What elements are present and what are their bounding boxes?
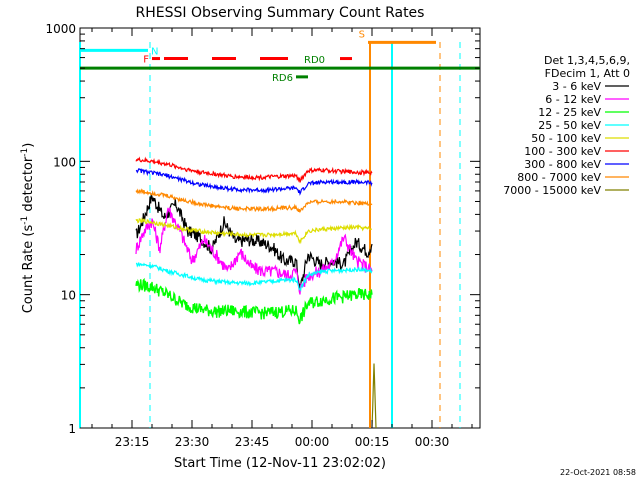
series-lines	[135, 156, 377, 429]
legend-header-1: FDecim 1, Att 0	[545, 67, 630, 80]
footer-date: 22-Oct-2021 08:58	[560, 468, 636, 477]
series-line-3	[135, 262, 373, 292]
y-axis-label-sup1: -1	[20, 216, 30, 225]
series-line-8	[371, 363, 377, 429]
x-axis-label: Start Time (12-Nov-11 23:02:02)	[174, 456, 386, 471]
flag-label-rd0: RD0	[304, 55, 325, 66]
legend-label-7: 800 - 7000 keV	[517, 171, 601, 184]
y-tick-label-0: 1	[68, 422, 76, 436]
legend-label-4: 50 - 100 keV	[531, 132, 601, 145]
flag-label-n: N	[151, 46, 158, 57]
y-axis-ticks: 1 10 100 1000	[45, 22, 480, 436]
vertical-markers	[79, 42, 461, 428]
flag-bars: N S F RD0 RD6	[80, 29, 480, 84]
legend-label-3: 25 - 50 keV	[538, 119, 601, 132]
y-tick-label-3: 1000	[45, 22, 76, 36]
y-axis-label-part3: )	[21, 143, 36, 148]
x-tick-label-4: 00:15	[355, 435, 390, 449]
series-line-4	[135, 216, 372, 245]
x-tick-label-5: 00:30	[415, 435, 450, 449]
series-line-5	[135, 156, 373, 183]
legend-label-8: 7000 - 15000 keV	[503, 184, 601, 197]
legend-label-6: 300 - 800 keV	[524, 158, 601, 171]
y-axis-label: Count Rate (s-1 detector-1)	[20, 143, 36, 314]
y-axis-label-part1: Count Rate (s	[21, 225, 36, 314]
x-axis-ticks: 23:15 23:30 23:45 00:00 00:15 00:30	[91, 28, 473, 449]
series-line-1	[135, 207, 373, 295]
x-tick-label-3: 00:00	[295, 435, 330, 449]
legend-label-2: 12 - 25 keV	[538, 106, 601, 119]
y-tick-label-1: 10	[61, 289, 76, 303]
y-axis-label-part2: detector	[21, 156, 36, 216]
flag-label-f: F	[143, 55, 149, 66]
y-tick-label-2: 100	[53, 155, 76, 169]
legend-header-0: Det 1,3,4,5,6,9,	[544, 54, 630, 67]
series-line-7	[135, 188, 373, 214]
series-line-6	[135, 168, 373, 196]
flag-label-rd6: RD6	[272, 73, 293, 84]
legend-label-0: 3 - 6 keV	[552, 80, 601, 93]
legend: Det 1,3,4,5,6,9,FDecim 1, Att 03 - 6 keV…	[503, 54, 630, 197]
legend-label-1: 6 - 12 keV	[545, 93, 601, 106]
legend-label-5: 100 - 300 keV	[524, 145, 601, 158]
x-tick-label-1: 23:30	[175, 435, 210, 449]
y-axis-label-sup2: -1	[20, 148, 30, 157]
x-tick-label-0: 23:15	[115, 435, 150, 449]
series-line-2	[135, 277, 373, 325]
flag-label-s: S	[359, 29, 365, 40]
chart-title: RHESSI Observing Summary Count Rates	[136, 5, 425, 21]
x-tick-label-2: 23:45	[235, 435, 270, 449]
